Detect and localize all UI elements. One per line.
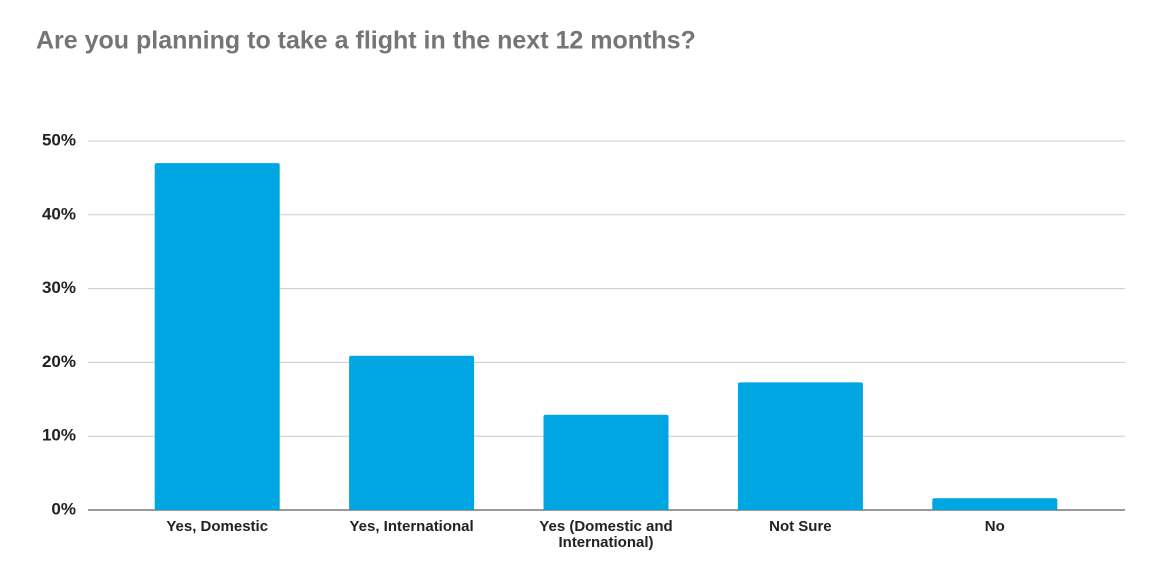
x-tick-label: Yes, International: [349, 518, 474, 535]
y-tick-label: 40%: [42, 204, 76, 223]
y-tick-label: 30%: [42, 278, 76, 297]
y-tick-label: 50%: [42, 130, 76, 149]
bar: [737, 382, 863, 510]
bar: [543, 414, 669, 510]
y-tick-label: 20%: [42, 352, 76, 371]
chart-title: Are you planning to take a flight in the…: [36, 27, 696, 55]
x-tick-label: Not Sure: [769, 518, 832, 535]
bar: [349, 355, 475, 510]
bar: [932, 498, 1058, 510]
x-tick-label: No: [984, 518, 1005, 535]
x-tick-label: Yes (Domestic and International): [539, 518, 673, 551]
x-tick-label: Yes, Domestic: [166, 518, 269, 535]
bar: [154, 163, 280, 510]
y-tick-label: 10%: [42, 426, 76, 445]
y-tick-label: 0%: [51, 499, 76, 518]
